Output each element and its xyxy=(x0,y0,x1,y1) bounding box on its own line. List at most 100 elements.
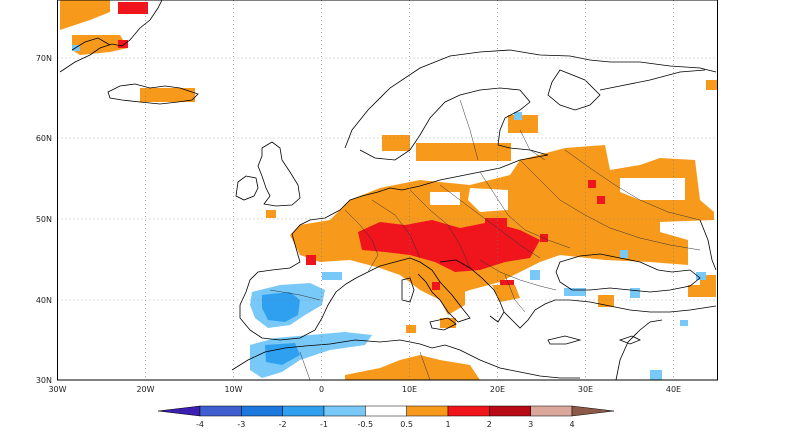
border-11 xyxy=(299,351,311,381)
shade-iceland-orange xyxy=(140,88,195,102)
border-14 xyxy=(459,99,479,161)
shade-scandinavia-orange xyxy=(382,135,410,151)
coast-iceland xyxy=(107,83,199,105)
colorbar-segment xyxy=(406,405,449,417)
shade-greenland-red xyxy=(118,2,148,14)
coast-black-sea xyxy=(555,253,701,293)
shade-red-spot-2 xyxy=(588,180,596,188)
border-8 xyxy=(479,259,557,291)
shade-europe-red xyxy=(358,220,540,272)
shade-blue-spot-3 xyxy=(564,288,586,296)
shade-blue-spot-9 xyxy=(514,112,522,120)
coast-north-africa xyxy=(231,339,580,379)
coast-kola xyxy=(547,69,601,111)
shade-red-spot-4 xyxy=(432,282,440,290)
longitude-label: 40E xyxy=(666,385,681,394)
graticule xyxy=(57,0,718,380)
coast-britain xyxy=(257,141,301,207)
colorbar-segment xyxy=(530,405,573,417)
coast-france-iberia xyxy=(239,209,369,341)
latitude-label: 70N xyxy=(36,54,52,63)
shade-blue-spot-6 xyxy=(696,272,706,280)
border-7 xyxy=(564,149,701,221)
latitude-label: 40N xyxy=(36,296,52,305)
longitude-labels: 30W 20W 10W 0 10E 20E 30E 40E xyxy=(48,385,681,394)
border-12 xyxy=(419,351,431,381)
shade-greenland-orange xyxy=(60,0,110,30)
shade-hole-2 xyxy=(620,178,685,200)
shade-iberia-blue-dark xyxy=(262,292,300,322)
shade-africa-orange-2 xyxy=(406,325,416,333)
shade-red-spot-3 xyxy=(597,196,605,204)
latitude-labels: 70N 60N 50N 40N 30N xyxy=(36,54,52,385)
latitude-label: 30N xyxy=(36,376,52,385)
shade-greenland-red-2 xyxy=(118,40,128,48)
colorbar-label: -4 xyxy=(196,420,204,429)
colorbar-cap-low xyxy=(157,405,201,417)
border-9 xyxy=(504,274,526,313)
coast-continent-north xyxy=(339,154,549,211)
shade-red-spot-6 xyxy=(306,255,316,265)
coastlines xyxy=(59,0,717,381)
colorbar-label: -3 xyxy=(237,420,245,429)
longitude-label: 20W xyxy=(136,385,154,394)
country-borders xyxy=(269,99,701,381)
colorbar-label: -1 xyxy=(320,420,328,429)
longitude-label: 30W xyxy=(48,385,66,394)
longitude-label: 30E xyxy=(578,385,593,394)
colorbar-segment xyxy=(365,405,407,417)
coast-caspian xyxy=(699,219,717,271)
longitude-label: 20E xyxy=(490,385,505,394)
border-2 xyxy=(371,199,421,259)
longitude-label: 10W xyxy=(224,385,242,394)
colorbar-segment xyxy=(241,405,283,417)
border-10 xyxy=(269,289,321,301)
shade-red-spot-1 xyxy=(485,218,507,228)
colorbar-segment xyxy=(323,405,366,417)
shade-east-orange-3 xyxy=(700,275,716,285)
anomaly-shading xyxy=(60,0,718,380)
shade-blue-spot-4 xyxy=(630,288,640,298)
shade-italy-orange xyxy=(440,285,465,315)
coast-adriatic xyxy=(439,259,505,323)
shade-greenland-orange-2 xyxy=(72,35,128,55)
border-5 xyxy=(479,171,571,249)
coast-white-sea xyxy=(599,69,706,91)
coast-med-north xyxy=(367,257,471,323)
shade-baltic-orange xyxy=(416,143,511,161)
shade-africa-blue xyxy=(250,332,372,378)
shade-france-bit xyxy=(266,210,276,218)
colorbar-label: 1 xyxy=(445,420,450,429)
longitude-label: 10E xyxy=(402,385,417,394)
colorbar-segment xyxy=(489,405,531,417)
coast-sicily xyxy=(429,317,457,331)
map-frame xyxy=(57,0,718,381)
shade-blue-spot-1 xyxy=(322,272,342,280)
colorbar-label: 4 xyxy=(569,420,574,429)
border-13 xyxy=(519,129,546,161)
shade-blue-spot-8 xyxy=(650,370,662,380)
shade-africa-orange xyxy=(345,355,480,380)
shade-topright-orange xyxy=(706,80,718,90)
shade-east-orange-2 xyxy=(688,285,716,297)
border-3 xyxy=(409,189,471,269)
colorbar-segment xyxy=(199,405,242,417)
latitude-label: 60N xyxy=(36,134,52,143)
shade-blue-spot-5 xyxy=(620,250,628,258)
shade-balkan-orange xyxy=(492,285,520,302)
colorbar-label: 2 xyxy=(487,420,492,429)
shade-blue-spot-2 xyxy=(530,270,540,280)
coast-sardinia xyxy=(401,277,415,303)
coast-cyprus xyxy=(618,335,641,345)
shade-finland-orange xyxy=(508,115,538,133)
colorbar-segment xyxy=(447,405,490,417)
coast-greenland-2 xyxy=(71,37,111,51)
coast-ireland xyxy=(235,175,259,201)
shade-blue-spot-7 xyxy=(680,320,688,326)
longitude-label: 0 xyxy=(319,385,324,394)
coast-sweden-baltic xyxy=(359,87,549,161)
colorbar-label: 3 xyxy=(528,420,533,429)
colorbar-label: 0.5 xyxy=(400,420,413,429)
